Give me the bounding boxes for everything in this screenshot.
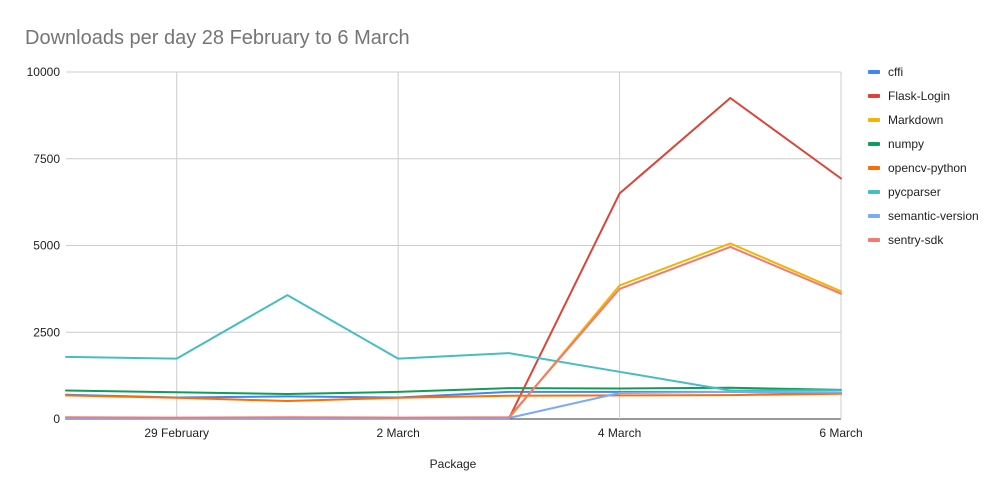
legend-label-opencv-python: opencv-python	[888, 161, 967, 175]
x-tick-label: 4 March	[598, 426, 641, 440]
legend-label-sentry-sdk: sentry-sdk	[888, 233, 944, 247]
chart-title: Downloads per day 28 February to 6 March	[25, 27, 410, 49]
legend-swatch-semantic-version	[868, 214, 880, 218]
legend-label-markdown: Markdown	[888, 113, 943, 127]
legend-label-semantic-version: semantic-version	[888, 209, 979, 223]
y-tick-label: 5000	[33, 239, 60, 253]
legend-swatch-markdown	[868, 118, 880, 122]
x-tick-label: 6 March	[819, 426, 862, 440]
legend-label-pycparser: pycparser	[888, 185, 941, 199]
legend-swatch-sentry-sdk	[868, 238, 880, 242]
series-line-opencv-python	[65, 392, 842, 402]
legend-swatch-pycparser	[868, 190, 880, 194]
y-axis-ticks: 0 2500 5000 7500 10000	[27, 65, 61, 426]
legend-swatch-numpy	[868, 142, 880, 146]
series-line-flask-login	[65, 97, 842, 420]
legend-swatch-cffi	[868, 70, 880, 74]
legend-swatch-flask-login	[868, 94, 880, 98]
y-tick-label: 10000	[27, 65, 61, 79]
legend-label-cffi: cffi	[888, 65, 903, 79]
y-tick-label: 7500	[33, 152, 60, 166]
legend: cffi Flask-Login Markdown numpy opencv-pytho…	[868, 65, 979, 247]
series-lines	[65, 97, 842, 420]
series-line-sentry-sdk	[65, 245, 842, 419]
x-axis-ticks: 29 February 2 March 4 March 6 March	[144, 426, 862, 440]
grid	[66, 71, 842, 420]
y-tick-label: 0	[53, 412, 60, 426]
series-line-pycparser	[65, 294, 842, 392]
x-tick-label: 29 February	[144, 426, 209, 440]
y-tick-label: 2500	[33, 325, 60, 339]
legend-label-numpy: numpy	[888, 137, 924, 151]
x-axis-label: Package	[430, 457, 477, 471]
legend-label-flask-login: Flask-Login	[888, 89, 950, 103]
x-tick-label: 2 March	[376, 426, 419, 440]
legend-swatch-opencv-python	[868, 166, 880, 170]
